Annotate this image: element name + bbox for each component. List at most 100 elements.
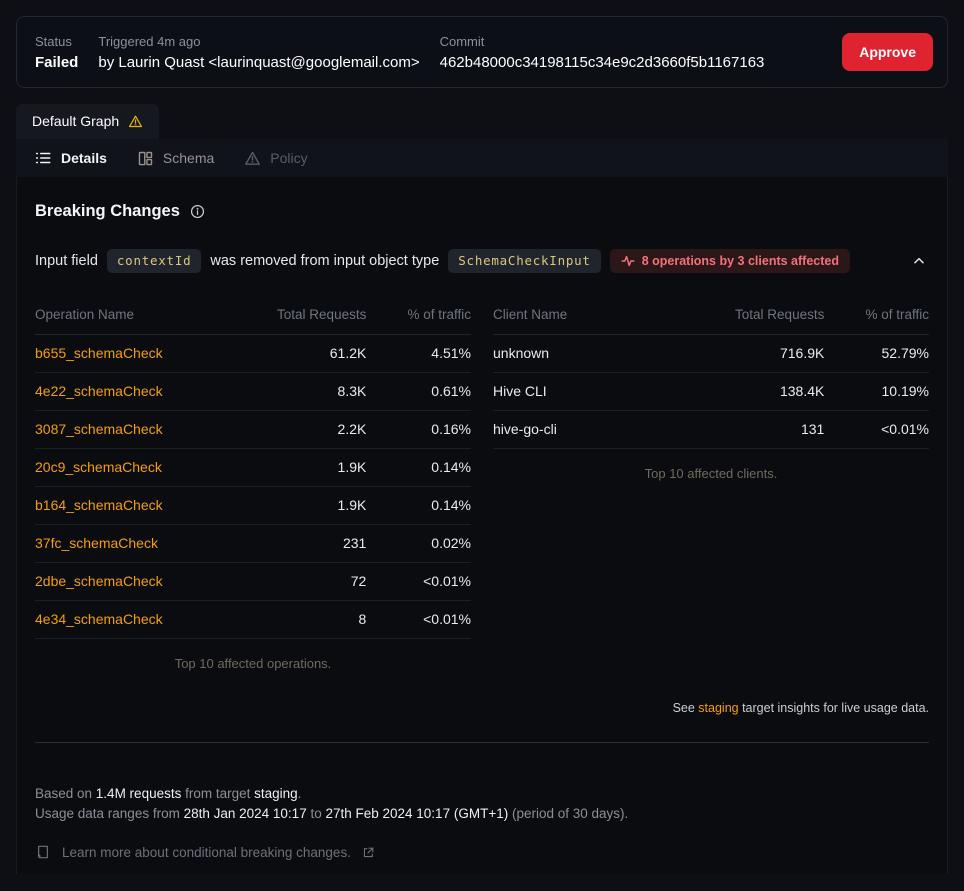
cell: <0.01% bbox=[366, 562, 471, 601]
operation-name-link[interactable]: 2dbe_schemaCheck bbox=[35, 562, 236, 601]
cell: 231 bbox=[235, 524, 367, 563]
tab-policy-label: Policy bbox=[270, 150, 308, 166]
operations-table: Operation Name Total Requests% of traffic… bbox=[35, 297, 471, 639]
impact-badge: 8 operations by 3 clients affected bbox=[609, 249, 850, 273]
clients-table: Client Name Total Requests% of traffic unk… bbox=[493, 297, 929, 449]
cell: 0.61% bbox=[366, 372, 471, 411]
graph-tab-strip: Default Graph bbox=[16, 104, 948, 139]
tab-details[interactable]: Details bbox=[34, 149, 107, 167]
tab-default-graph[interactable]: Default Graph bbox=[16, 104, 160, 139]
status-value: Failed bbox=[35, 53, 79, 71]
section-divider bbox=[35, 742, 929, 743]
field-name-chip: contextId bbox=[106, 249, 202, 273]
usage-tables: Operation Name Total Requests% of traffic… bbox=[35, 297, 929, 671]
table-row: b164_schemaCheck 1.9K 0.14% bbox=[35, 486, 471, 525]
usage-summary-line1: Based on 1.4M requests from target stagi… bbox=[35, 786, 302, 801]
operation-name-link[interactable]: 4e34_schemaCheck bbox=[35, 600, 236, 639]
column-header: % of traffic bbox=[824, 297, 929, 335]
external-link-icon bbox=[362, 846, 375, 859]
cell: 716.9K bbox=[693, 334, 825, 373]
schema-icon bbox=[137, 150, 154, 167]
column-header: Client Name bbox=[493, 297, 694, 335]
cell: unknown bbox=[493, 334, 694, 373]
cell: 1.9K bbox=[235, 448, 367, 487]
type-name-chip: SchemaCheckInput bbox=[448, 249, 601, 273]
operation-name-link[interactable]: b164_schemaCheck bbox=[35, 486, 236, 525]
cell: hive-go-cli bbox=[493, 410, 694, 449]
table-row: 2dbe_schemaCheck 72 <0.01% bbox=[35, 562, 471, 601]
table-row: unknown 716.9K 52.79% bbox=[493, 334, 929, 373]
cell: 1.9K bbox=[235, 486, 367, 525]
usage-summary-line2: Usage data ranges from 28th Jan 2024 10:… bbox=[35, 806, 629, 821]
change-text-middle: was removed from input object type bbox=[210, 253, 440, 269]
approve-button[interactable]: Approve bbox=[842, 33, 933, 71]
clients-table-container: Client Name Total Requests% of traffic unk… bbox=[493, 297, 929, 481]
cell: <0.01% bbox=[366, 600, 471, 639]
graph-tab-label: Default Graph bbox=[32, 113, 120, 129]
cell: 52.79% bbox=[824, 334, 929, 373]
cell: 131 bbox=[693, 410, 825, 449]
details-panel: Breaking Changes Input field contextId w… bbox=[16, 177, 948, 874]
operations-table-caption: Top 10 affected operations. bbox=[174, 656, 332, 671]
cell: Hive CLI bbox=[493, 372, 694, 411]
clients-table-caption: Top 10 affected clients. bbox=[644, 466, 778, 481]
cell: 0.14% bbox=[366, 486, 471, 525]
cell: <0.01% bbox=[824, 410, 929, 449]
operation-name-link[interactable]: b655_schemaCheck bbox=[35, 334, 236, 373]
learn-more-link[interactable]: Learn more about conditional breaking ch… bbox=[35, 844, 929, 860]
cell: 72 bbox=[235, 562, 367, 601]
triggered-label: Triggered 4m ago bbox=[98, 33, 201, 49]
warning-icon bbox=[128, 114, 143, 129]
cell: 8 bbox=[235, 600, 367, 639]
learn-more-label: Learn more about conditional breaking ch… bbox=[62, 844, 351, 860]
triggered-column: Triggered 4m ago by Laurin Quast <laurin… bbox=[98, 34, 419, 71]
usage-summary: Based on 1.4M requests from target stagi… bbox=[35, 784, 929, 824]
triggered-author: by Laurin Quast <laurinquast@googlemail.… bbox=[98, 53, 420, 71]
cell: 0.14% bbox=[366, 448, 471, 487]
tab-schema[interactable]: Schema bbox=[137, 150, 214, 167]
list-icon bbox=[34, 149, 52, 167]
change-text-prefix: Input field bbox=[35, 253, 98, 269]
insights-note: See staging target insights for live usa… bbox=[672, 701, 929, 715]
check-summary-bar: Status Failed Triggered 4m ago by Laurin… bbox=[16, 16, 948, 88]
book-icon bbox=[35, 844, 51, 860]
table-row: hive-go-cli 131 <0.01% bbox=[493, 410, 929, 449]
check-nav: Details Schema Policy bbox=[16, 139, 948, 177]
cell: 138.4K bbox=[693, 372, 825, 411]
operation-name-link[interactable]: 4e22_schemaCheck bbox=[35, 372, 236, 411]
collapse-chevron-icon[interactable] bbox=[909, 251, 929, 271]
operation-name-link[interactable]: 20c9_schemaCheck bbox=[35, 448, 236, 487]
info-icon[interactable] bbox=[190, 204, 205, 219]
cell: 0.16% bbox=[366, 410, 471, 449]
commit-label: Commit bbox=[439, 33, 485, 49]
column-header: Total Requests bbox=[693, 297, 825, 335]
column-header: % of traffic bbox=[366, 297, 471, 335]
cell: 2.2K bbox=[235, 410, 367, 449]
table-row: b655_schemaCheck 61.2K 4.51% bbox=[35, 334, 471, 373]
staging-target-link[interactable]: staging bbox=[698, 701, 739, 715]
column-header: Operation Name bbox=[35, 297, 236, 335]
breaking-changes-heading: Breaking Changes bbox=[35, 177, 929, 221]
table-row: 37fc_schemaCheck 231 0.02% bbox=[35, 524, 471, 563]
table-row: Hive CLI 138.4K 10.19% bbox=[493, 372, 929, 411]
table-row: 4e22_schemaCheck 8.3K 0.61% bbox=[35, 372, 471, 411]
breaking-change-row: Input field contextId was removed from i… bbox=[35, 249, 929, 273]
tab-policy[interactable]: Policy bbox=[244, 150, 308, 167]
cell: 10.19% bbox=[824, 372, 929, 411]
table-row: 20c9_schemaCheck 1.9K 0.14% bbox=[35, 448, 471, 487]
operation-name-link[interactable]: 37fc_schemaCheck bbox=[35, 524, 236, 563]
column-header: Total Requests bbox=[235, 297, 367, 335]
cell: 61.2K bbox=[235, 334, 367, 373]
operations-table-container: Operation Name Total Requests% of traffic… bbox=[35, 297, 471, 671]
status-label: Status bbox=[35, 33, 72, 49]
table-row: 4e34_schemaCheck 8 <0.01% bbox=[35, 600, 471, 639]
cell: 8.3K bbox=[235, 372, 367, 411]
commit-column: Commit 462b48000c34198115c34e9c2d3660f5b… bbox=[440, 34, 765, 71]
breaking-changes-title: Breaking Changes bbox=[35, 202, 180, 220]
warning-triangle-icon bbox=[244, 150, 261, 167]
commit-hash: 462b48000c34198115c34e9c2d3660f5b1167163 bbox=[439, 53, 765, 71]
activity-pulse-icon bbox=[621, 254, 635, 268]
impact-badge-label: 8 operations by 3 clients affected bbox=[641, 254, 839, 268]
cell: 4.51% bbox=[366, 334, 471, 373]
operation-name-link[interactable]: 3087_schemaCheck bbox=[35, 410, 236, 449]
